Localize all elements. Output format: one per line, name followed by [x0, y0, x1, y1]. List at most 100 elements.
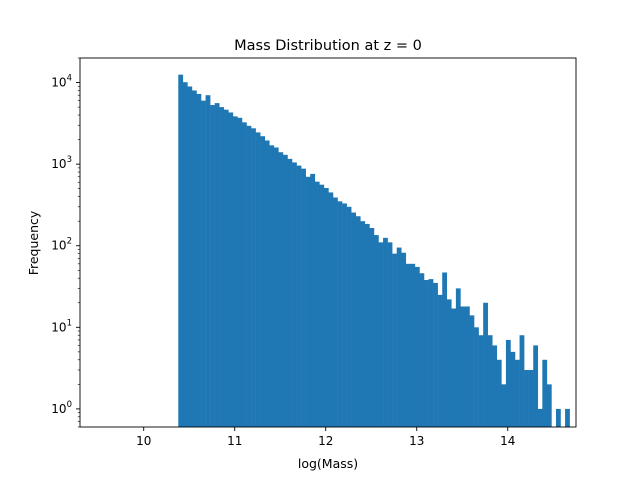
histogram-bar — [446, 299, 452, 427]
histogram-bar — [369, 227, 375, 427]
bars-group — [178, 74, 570, 428]
histogram-bar — [251, 128, 256, 428]
histogram-bar — [260, 136, 265, 427]
y-axis-ticks: 100 101 102 103 104 — [51, 57, 80, 428]
histogram-bar — [501, 384, 507, 427]
x-tick-label: 10 — [136, 434, 151, 448]
histogram-bar — [314, 181, 320, 427]
histogram-bar — [433, 282, 438, 427]
histogram-bar — [287, 158, 293, 427]
histogram-bar — [410, 263, 416, 427]
histogram-bar — [455, 288, 461, 427]
histogram-bar — [242, 122, 247, 427]
histogram-bar — [333, 197, 338, 427]
histogram-bar — [428, 279, 434, 427]
histogram-bar — [378, 242, 384, 427]
y-axis-label: Frequency — [26, 210, 41, 275]
histogram-bar — [323, 188, 329, 427]
histogram-bar — [182, 82, 188, 428]
histogram-bar — [492, 345, 498, 427]
histogram-bar — [364, 223, 370, 427]
histogram-bar — [464, 306, 470, 427]
x-tick-label: 13 — [409, 434, 424, 448]
histogram-bar — [337, 201, 343, 427]
histogram-bar — [232, 116, 238, 427]
histogram-bar — [424, 280, 429, 427]
histogram-bar — [214, 103, 220, 427]
histogram-bar — [196, 93, 202, 427]
histogram-bar — [515, 359, 520, 427]
histogram-bar — [328, 192, 334, 427]
y-tick-label: 101 — [51, 318, 72, 334]
histogram-bar — [519, 335, 525, 427]
histogram-bar — [228, 112, 234, 428]
histogram-bar — [451, 308, 457, 427]
histogram-bar — [219, 107, 225, 428]
histogram-bar — [223, 109, 229, 427]
histogram-bar — [555, 408, 561, 427]
y-tick-label: 100 — [51, 400, 72, 416]
histogram-bar — [292, 162, 297, 428]
chart-title: Mass Distribution at z = 0 — [234, 38, 422, 54]
y-tick-label: 104 — [51, 74, 72, 90]
histogram-bar — [565, 408, 570, 427]
histogram-bar — [487, 335, 493, 427]
histogram-bar — [255, 132, 261, 427]
y-tick-label: 103 — [51, 155, 72, 171]
histogram-bar — [392, 253, 397, 427]
histogram-bar — [205, 95, 211, 427]
histogram-bar — [178, 74, 184, 428]
histogram-bar — [296, 165, 302, 427]
histogram-bar — [355, 216, 361, 427]
histogram-bar — [483, 302, 488, 427]
histogram-bar — [237, 117, 243, 427]
histogram-bar — [469, 315, 475, 427]
histogram-bar — [542, 359, 548, 427]
histogram-bar — [351, 212, 357, 427]
histogram-bar — [533, 345, 539, 427]
histogram-bar — [460, 306, 466, 427]
histogram-bar — [305, 176, 311, 427]
histogram-bar — [278, 152, 284, 427]
histogram-bar — [387, 242, 393, 427]
histogram-bar — [269, 145, 275, 427]
histogram-bar — [528, 369, 534, 427]
x-tick-label: 11 — [227, 434, 242, 448]
histogram-bar — [405, 263, 411, 427]
histogram-bar — [496, 359, 502, 427]
axes-frame — [79, 57, 577, 428]
histogram-bar — [319, 184, 325, 427]
histogram-bar — [524, 369, 529, 427]
histogram-bar — [478, 335, 484, 427]
x-tick-label: 14 — [500, 434, 515, 448]
histogram-bar — [342, 203, 347, 427]
histogram-bar — [360, 221, 366, 427]
histogram-bar — [201, 100, 206, 427]
histogram-bar — [537, 408, 543, 427]
axes-spines — [79, 57, 577, 428]
histogram-bar — [510, 351, 516, 427]
histogram-bar — [396, 247, 402, 427]
y-tick-label: 102 — [51, 237, 72, 253]
histogram-bar — [273, 147, 279, 428]
histogram-bar — [505, 339, 511, 427]
histogram-bar — [187, 86, 193, 428]
histogram-bar — [546, 384, 552, 427]
histogram-bar — [246, 125, 252, 427]
histogram-bar — [301, 168, 306, 428]
histogram-bar — [210, 105, 215, 428]
x-axis-label: log(Mass) — [298, 456, 358, 471]
histogram-bar — [191, 90, 197, 427]
histogram-bar — [414, 266, 420, 427]
x-tick-label: 12 — [318, 434, 333, 448]
histogram-bar — [383, 237, 388, 427]
histogram-bar — [282, 154, 288, 427]
histogram-bar — [419, 273, 425, 427]
histogram-bar — [442, 272, 448, 427]
histogram-bar — [373, 235, 379, 427]
histogram-bar — [437, 294, 443, 427]
histogram-bar — [401, 252, 407, 427]
histogram-bar — [310, 173, 316, 427]
